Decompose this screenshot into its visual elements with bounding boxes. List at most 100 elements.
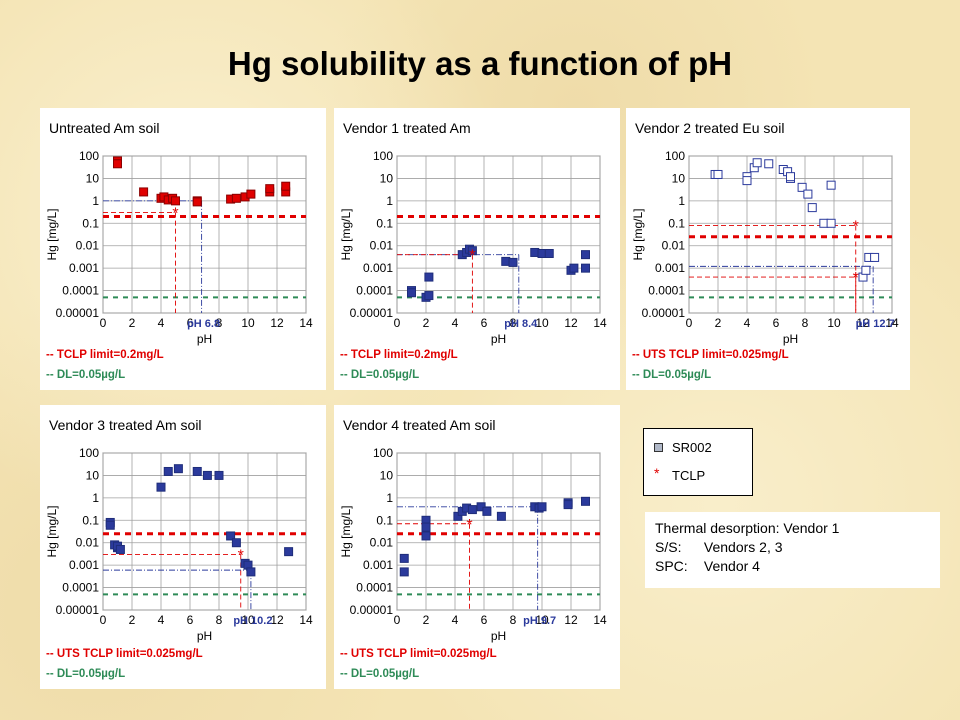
tclp-marker: * xyxy=(853,270,859,287)
chart-panel-vendor3: Vendor 3 treated Am soil 0 2 4 6 8 10 12 14 100 10… xyxy=(40,405,326,689)
data-point xyxy=(171,196,180,206)
ph-label: pH 6.8 xyxy=(187,318,220,330)
chart-title: Untreated Am soil xyxy=(49,120,160,136)
dl-legend-text: -- DL=0.05µg/L xyxy=(340,369,419,381)
data-point xyxy=(424,291,434,301)
x-tick-label: 12 xyxy=(270,316,284,330)
y-tick-label: 0.00001 xyxy=(350,603,394,617)
x-tick-label: 12 xyxy=(564,316,578,330)
data-point xyxy=(508,257,518,267)
ph-label: pH 12.7 xyxy=(856,318,895,330)
chart-untreated: Untreated Am soil 0 2 4 6 8 10 12 14 100 10 1 0.1 0.0… xyxy=(45,120,313,381)
x-tick-label: 6 xyxy=(773,316,780,330)
x-tick-label: 6 xyxy=(481,613,488,627)
x-axis-label: pH xyxy=(783,332,798,346)
data-point xyxy=(139,187,149,197)
x-tick-label: 2 xyxy=(715,316,722,330)
x-tick-label: 14 xyxy=(593,613,607,627)
data-point xyxy=(797,182,807,192)
x-tick-label: 14 xyxy=(593,316,607,330)
x-tick-label: 2 xyxy=(129,316,136,330)
y-tick-label: 0.1 xyxy=(82,216,99,230)
y-tick-label: 10 xyxy=(380,468,394,482)
y-tick-label: 0.001 xyxy=(363,261,393,275)
ph-label: pH 10.2 xyxy=(233,615,272,627)
x-tick-label: 14 xyxy=(299,613,313,627)
data-point xyxy=(861,265,871,275)
y-tick-label: 0.0001 xyxy=(62,284,99,298)
data-point xyxy=(231,538,241,548)
x-tick-label: 8 xyxy=(510,316,517,330)
data-point xyxy=(105,520,115,530)
data-point xyxy=(284,547,294,557)
data-point xyxy=(467,505,477,515)
x-tick-label: 4 xyxy=(452,613,459,627)
data-point xyxy=(764,159,774,169)
data-point xyxy=(826,180,836,190)
x-tick-label: 2 xyxy=(129,613,136,627)
x-tick-label: 10 xyxy=(535,316,549,330)
limit-legend-text: -- UTS TCLP limit=0.025mg/L xyxy=(340,648,497,660)
y-tick-label: 1 xyxy=(386,491,393,505)
y-tick-label: 0.1 xyxy=(82,513,99,527)
slide-title: Hg solubility as a function of pH xyxy=(227,45,733,82)
y-axis-label: Hg [mg/L] xyxy=(339,505,353,557)
ph-label: pH 9.7 xyxy=(523,615,556,627)
data-point xyxy=(544,248,554,258)
x-tick-label: 4 xyxy=(158,613,165,627)
y-tick-label: 10 xyxy=(86,468,100,482)
chart-vendor1: Vendor 1 treated Am 0 2 4 6 8 10 12 14 100 10 1 0.1 0… xyxy=(339,120,607,381)
chart-title: Vendor 2 treated Eu soil xyxy=(635,120,784,136)
y-tick-label: 0.1 xyxy=(376,216,393,230)
y-axis-label: Hg [mg/L] xyxy=(631,208,645,260)
data-point xyxy=(226,531,236,541)
limit-legend-text: -- TCLP limit=0.2mg/L xyxy=(340,349,458,361)
x-tick-label: 0 xyxy=(100,316,107,330)
y-tick-label: 0.0001 xyxy=(62,581,99,595)
notes-box: Thermal desorption: Vendor 1 S/S: Vendor… xyxy=(645,512,940,588)
y-tick-label: 0.01 xyxy=(76,239,100,253)
y-tick-label: 100 xyxy=(665,149,685,163)
y-tick-label: 1 xyxy=(678,194,685,208)
x-tick-label: 14 xyxy=(885,316,899,330)
dl-legend-text: -- DL=0.05µg/L xyxy=(340,668,419,680)
y-tick-label: 0.00001 xyxy=(350,306,394,320)
dl-legend-text: -- DL=0.05µg/L xyxy=(46,668,125,680)
data-point xyxy=(202,470,212,480)
dl-legend-text: -- DL=0.05µg/L xyxy=(46,369,125,381)
y-tick-label: 100 xyxy=(79,149,99,163)
x-tick-label: 10 xyxy=(241,613,255,627)
data-point xyxy=(192,466,202,476)
y-tick-label: 0.001 xyxy=(363,558,393,572)
data-point xyxy=(281,181,291,191)
note-key: Thermal desorption: xyxy=(655,520,780,536)
data-point xyxy=(467,246,477,256)
chart-title: Vendor 4 treated Am soil xyxy=(343,417,496,433)
y-tick-label: 0.01 xyxy=(370,239,394,253)
data-point xyxy=(742,176,752,186)
legend: SR002 * TCLP xyxy=(643,428,753,496)
x-tick-label: 0 xyxy=(686,316,693,330)
plot-area xyxy=(102,155,307,314)
y-tick-label: 0.001 xyxy=(655,261,685,275)
note-value: Vendor 1 xyxy=(783,520,840,536)
data-point xyxy=(563,500,573,510)
x-tick-label: 6 xyxy=(187,613,194,627)
x-tick-label: 10 xyxy=(827,316,841,330)
tclp-marker: * xyxy=(469,248,475,265)
y-tick-label: 1 xyxy=(92,491,99,505)
chart-panel-untreated: Untreated Am soil 0 2 4 6 8 10 12 14 100 10 1 0.1 0.0… xyxy=(40,108,326,390)
data-point xyxy=(156,482,166,492)
x-tick-label: 14 xyxy=(299,316,313,330)
data-point xyxy=(826,218,836,228)
x-tick-label: 12 xyxy=(856,316,870,330)
data-point xyxy=(163,466,173,476)
y-tick-label: 0.1 xyxy=(668,216,685,230)
legend-label: SR002 xyxy=(672,440,712,455)
x-tick-label: 6 xyxy=(481,316,488,330)
data-point xyxy=(192,197,202,207)
x-tick-label: 12 xyxy=(270,613,284,627)
x-tick-label: 2 xyxy=(423,316,430,330)
